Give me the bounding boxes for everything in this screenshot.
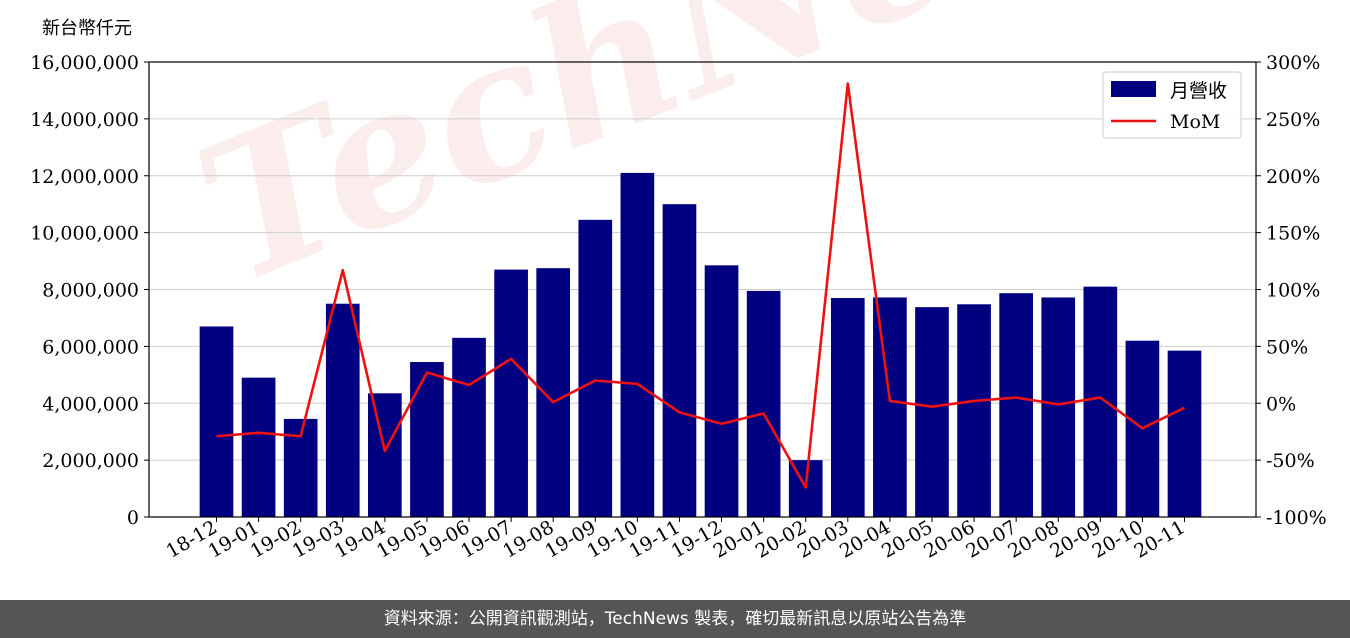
left-tick-label: 14,000,000: [30, 109, 139, 131]
left-tick-label: 10,000,000: [30, 223, 139, 245]
x-axis-ticks: 18-1219-0119-0219-0319-0419-0519-0619-07…: [163, 516, 1189, 562]
bar-20-11: [1167, 350, 1202, 517]
bar-19-05: [410, 362, 444, 517]
bar-19-12: [704, 265, 739, 517]
left-tick-label: 6,000,000: [42, 336, 139, 358]
bar-20-05: [915, 307, 949, 517]
y-axis-unit-label: 新台幣仟元: [42, 18, 132, 39]
right-axis-ticks: -100% -50% 0% 50% 100% 150% 200% 250% 300%: [1256, 52, 1327, 529]
right-tick-label: 100%: [1266, 280, 1320, 302]
legend-bar-swatch: [1111, 81, 1156, 97]
left-tick-label: 2,000,000: [42, 450, 139, 472]
bar-19-08: [536, 268, 571, 517]
bar-18-12: [199, 326, 234, 517]
right-tick-label: -50%: [1266, 450, 1315, 472]
left-tick-label: 8,000,000: [42, 280, 139, 302]
bar-19-01: [241, 377, 276, 517]
legend-label-revenue: 月營收: [1170, 80, 1227, 102]
bar-19-07: [494, 269, 528, 517]
bar-20-06: [957, 304, 991, 517]
bar-19-10: [620, 172, 655, 517]
bar-20-01: [746, 290, 781, 517]
right-tick-label: 250%: [1266, 109, 1320, 131]
left-axis-ticks: 0 2,000,000 4,000,000 6,000,000 8,000,000 10,…: [30, 52, 149, 529]
bar-19-11: [662, 204, 697, 517]
left-tick-label: 12,000,000: [30, 166, 139, 188]
right-tick-label: 150%: [1266, 223, 1320, 245]
source-footer: 資料來源：公開資訊觀測站，TechNews 製表，確切最新訊息以原站公告為準: [0, 600, 1350, 638]
right-tick-label: -100%: [1266, 507, 1327, 529]
bar-19-09: [578, 219, 613, 517]
left-tick-label: 0: [127, 507, 139, 529]
bar-20-08: [1041, 297, 1076, 517]
right-tick-label: 50%: [1266, 336, 1308, 358]
bar-19-03: [325, 303, 360, 517]
right-tick-label: 200%: [1266, 166, 1320, 188]
mom-line: [216, 82, 1186, 489]
mom-line-layer: [216, 82, 1186, 489]
bar-19-06: [452, 337, 486, 517]
right-tick-label: 0%: [1266, 393, 1296, 415]
bar-20-03: [830, 298, 865, 517]
right-tick-label: 300%: [1266, 52, 1320, 74]
bar-20-07: [999, 293, 1033, 517]
legend: 月營收 MoM: [1102, 71, 1242, 139]
bar-20-09: [1083, 286, 1118, 517]
left-tick-label: 4,000,000: [42, 393, 139, 415]
legend-label-mom: MoM: [1170, 111, 1220, 133]
bar-19-04: [368, 393, 402, 517]
revenue-chart: 0 2,000,000 4,000,000 6,000,000 8,000,000 10,…: [30, 52, 1327, 563]
revenue-bars: [199, 172, 1202, 517]
left-tick-label: 16,000,000: [30, 52, 139, 74]
bar-20-04: [873, 297, 907, 517]
